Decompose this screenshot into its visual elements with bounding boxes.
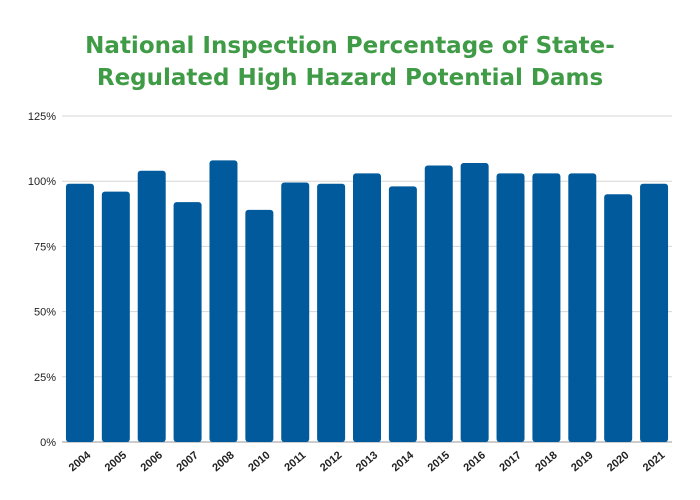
x-tick-label: 2012 xyxy=(318,449,344,474)
bar-2007 xyxy=(173,202,202,442)
bar-2014 xyxy=(388,186,417,442)
x-tick-label: 2021 xyxy=(641,449,667,474)
x-tick-label: 2014 xyxy=(390,449,417,474)
x-tick-label: 2018 xyxy=(533,449,559,474)
bar-2011 xyxy=(281,182,310,442)
bar-2018 xyxy=(532,173,561,442)
bar-2021 xyxy=(640,183,669,443)
x-tick-label: 2020 xyxy=(605,449,631,474)
y-tick-label: 100% xyxy=(28,176,56,188)
y-tick-label: 125% xyxy=(28,111,56,123)
x-tick-label: 2008 xyxy=(210,449,236,474)
bar-2015 xyxy=(424,165,453,442)
bar-2016 xyxy=(460,162,489,442)
chart-title-line-1: National Inspection Percentage of State- xyxy=(85,33,615,59)
bar-2013 xyxy=(353,173,381,442)
chart-title: National Inspection Percentage of State-… xyxy=(0,30,700,94)
bar-2008 xyxy=(209,160,238,442)
bar-2012 xyxy=(317,183,346,443)
x-tick-label: 2007 xyxy=(174,449,200,474)
x-tick-label: 2015 xyxy=(426,449,452,474)
bar-2020 xyxy=(604,194,633,442)
x-tick-label: 2010 xyxy=(246,449,272,474)
x-tick-label: 2019 xyxy=(569,449,595,474)
y-tick-label: 75% xyxy=(34,241,56,253)
bar-2019 xyxy=(568,173,597,442)
bar-2017 xyxy=(496,173,525,442)
x-tick-label: 2004 xyxy=(67,449,94,474)
x-tick-label: 2011 xyxy=(282,449,308,474)
chart-title-line-2: Regulated High Hazard Potential Dams xyxy=(96,65,604,91)
y-tick-label: 25% xyxy=(34,372,56,384)
bar-2005 xyxy=(101,191,130,442)
y-tick-label: 50% xyxy=(34,307,56,319)
bar-2006 xyxy=(137,170,166,442)
x-tick-label: 2013 xyxy=(354,449,380,474)
x-tick-label: 2016 xyxy=(461,449,487,474)
x-tick-label: 2017 xyxy=(497,449,523,474)
bar-2010 xyxy=(245,209,274,442)
y-tick-label: 0% xyxy=(40,437,56,449)
x-tick-label: 2006 xyxy=(139,449,165,474)
bar-2004 xyxy=(65,183,94,443)
x-tick-label: 2005 xyxy=(103,449,129,474)
